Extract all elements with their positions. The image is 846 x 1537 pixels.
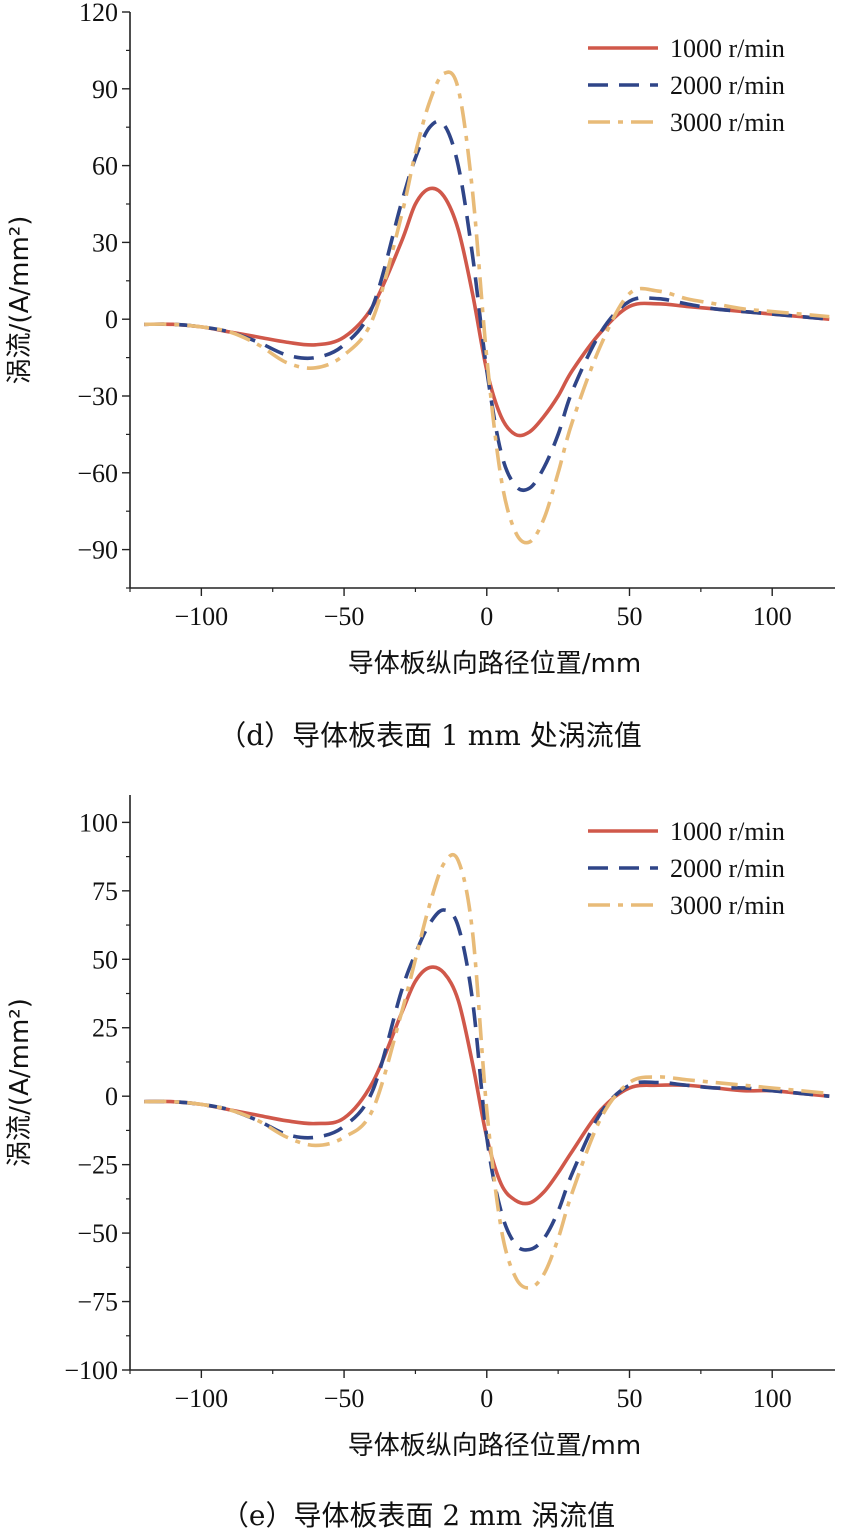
x-tick-label: 100 xyxy=(753,1384,792,1413)
y-tick-label: −30 xyxy=(77,382,118,411)
y-tick-label: 30 xyxy=(92,228,118,257)
y-axis-title: 涡流/(A/mm²) xyxy=(5,216,35,385)
legend-label: 3000 r/min xyxy=(670,108,785,137)
y-tick-label: 60 xyxy=(92,152,118,181)
y-tick-label: −50 xyxy=(77,1219,118,1248)
x-tick-label: 50 xyxy=(616,1384,642,1413)
y-tick-label: −75 xyxy=(77,1288,118,1317)
x-tick-label: 0 xyxy=(480,1384,493,1413)
y-tick-label: −60 xyxy=(77,459,118,488)
series-line-3000 xyxy=(144,852,830,1290)
series-line-2000 xyxy=(144,119,830,493)
y-tick-label: 120 xyxy=(79,0,118,27)
y-tick-label: 25 xyxy=(92,1014,118,1043)
y-tick-label: 90 xyxy=(92,75,118,104)
y-tick-label: 75 xyxy=(92,877,118,906)
x-tick-label: −100 xyxy=(175,602,229,631)
legend-label: 2000 r/min xyxy=(670,854,785,883)
series-line-3000 xyxy=(144,70,830,545)
chart-e: −100 −75 −50 −25 0 25 50 75 100 −100 −50 0 50 100 1000… xyxy=(5,795,835,1532)
x-tick-label: 100 xyxy=(753,602,792,631)
y-tick-label: 0 xyxy=(105,1082,118,1111)
y-tick-label: 50 xyxy=(92,945,118,974)
x-tick-label: −50 xyxy=(324,602,365,631)
legend-label: 1000 r/min xyxy=(670,817,785,846)
y-axis-title: 涡流/(A/mm²) xyxy=(5,998,35,1167)
y-tick-label: −100 xyxy=(64,1356,118,1385)
series-line-2000 xyxy=(144,908,830,1252)
figure-caption: （d）导体板表面 1 mm 处涡流值 xyxy=(218,719,642,752)
y-tick-label: 0 xyxy=(105,305,118,334)
legend-label: 1000 r/min xyxy=(670,34,785,63)
x-tick-label: −50 xyxy=(324,1384,365,1413)
y-tick-label: −25 xyxy=(77,1151,118,1180)
legend-label: 3000 r/min xyxy=(670,891,785,920)
figure-caption: （e）导体板表面 2 mm 涡流值 xyxy=(221,1499,615,1532)
x-axis-title: 导体板纵向路径位置/mm xyxy=(348,649,641,679)
x-axis-title: 导体板纵向路径位置/mm xyxy=(348,1431,641,1461)
x-tick-label: 50 xyxy=(616,602,642,631)
x-tick-label: −100 xyxy=(175,1384,229,1413)
y-tick-label: −90 xyxy=(77,536,118,565)
chart-d: −90 −60 −30 0 30 60 90 120 −100 −50 0 50 100 1000 r/m… xyxy=(5,0,835,752)
legend-label: 2000 r/min xyxy=(670,71,785,100)
x-tick-label: 0 xyxy=(480,602,493,631)
y-tick-label: 100 xyxy=(79,808,118,837)
